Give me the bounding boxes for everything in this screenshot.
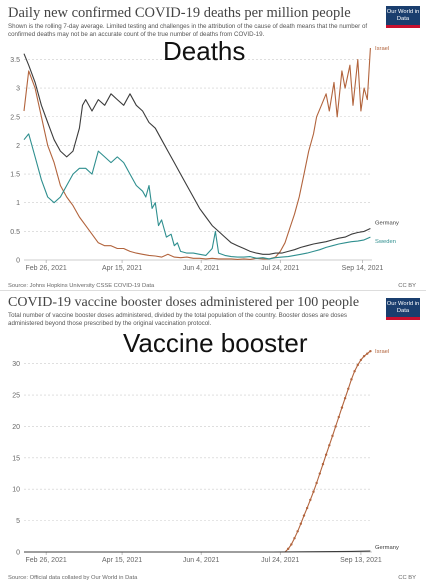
data-point[interactable] bbox=[296, 530, 299, 533]
x-tick-label: Apr 15, 2021 bbox=[102, 265, 142, 272]
owid-logo[interactable]: Our World in Data bbox=[386, 6, 420, 28]
series-label-germany[interactable]: Germany bbox=[375, 220, 399, 226]
series-label-israel[interactable]: Israel bbox=[375, 349, 389, 355]
series-label-germany[interactable]: Germany bbox=[375, 545, 399, 551]
y-tick-label: 30 bbox=[12, 361, 20, 368]
data-point[interactable] bbox=[343, 397, 347, 400]
series-line-germany[interactable] bbox=[24, 550, 371, 553]
data-point[interactable] bbox=[290, 543, 293, 546]
series-line-sweden[interactable] bbox=[23, 133, 371, 260]
chart-title: Daily new confirmed COVID-19 deaths per … bbox=[8, 5, 351, 21]
booster-chart: 0 5 10 15 20 25 30 Feb 26, 2021 Apr 15, 2021 Jun … bbox=[12, 349, 399, 564]
data-point[interactable] bbox=[337, 415, 340, 419]
y-tick-label: 20 bbox=[12, 424, 20, 431]
data-point[interactable] bbox=[331, 434, 334, 438]
data-point[interactable] bbox=[369, 349, 372, 353]
series-label-sweden[interactable]: Sweden bbox=[375, 239, 396, 245]
x-tick-label: Jun 4, 2021 bbox=[183, 265, 220, 272]
data-point[interactable] bbox=[340, 406, 344, 409]
y-tick-label: 1.5 bbox=[10, 172, 20, 179]
data-point[interactable] bbox=[286, 547, 290, 551]
data-point[interactable] bbox=[302, 514, 306, 517]
y-tick-label: 25 bbox=[12, 393, 20, 400]
data-point[interactable] bbox=[299, 522, 303, 525]
x-tick-label: Jun 4, 2021 bbox=[183, 557, 220, 564]
license-link[interactable]: CC BY bbox=[398, 575, 416, 581]
panel-divider bbox=[0, 290, 426, 291]
x-tick-label: Sep 13, 2021 bbox=[340, 557, 382, 564]
data-point[interactable] bbox=[324, 453, 328, 456]
chart-subtitle: Shown is the rolling 7-day average. Limi… bbox=[8, 23, 368, 38]
chart-title: COVID-19 vaccine booster doses administe… bbox=[8, 295, 360, 310]
series-line-israel[interactable] bbox=[24, 350, 371, 553]
y-tick-label: 3.5 bbox=[10, 57, 20, 64]
y-tick-label: 3 bbox=[16, 86, 20, 93]
x-tick-label: Jul 24, 2021 bbox=[261, 557, 299, 564]
data-point[interactable] bbox=[350, 378, 353, 381]
data-point[interactable] bbox=[312, 490, 315, 493]
x-tick-label: Apr 15, 2021 bbox=[102, 557, 142, 564]
x-tick-label: Feb 26, 2021 bbox=[26, 265, 67, 272]
data-point[interactable] bbox=[362, 354, 366, 358]
chart-subtitle: Total number of vaccine booster doses ad… bbox=[8, 312, 348, 327]
chart-source[interactable]: Source: Johns Hopkins University CSSE CO… bbox=[8, 283, 155, 289]
booster-panel: COVID-19 vaccine booster doses administe… bbox=[0, 292, 426, 581]
data-point[interactable] bbox=[318, 472, 321, 475]
series-label-israel[interactable]: Israel bbox=[375, 46, 389, 52]
deaths-panel: Daily new confirmed COVID-19 deaths per … bbox=[0, 0, 426, 290]
deaths-overlay-label: Deaths bbox=[163, 36, 246, 66]
y-tick-label: 0 bbox=[16, 258, 20, 265]
data-point[interactable] bbox=[328, 444, 331, 447]
data-point[interactable] bbox=[293, 536, 296, 540]
y-tick-label: 5 bbox=[16, 518, 20, 525]
license-link[interactable]: CC BY bbox=[398, 283, 416, 289]
owid-logo[interactable]: Our World in Data bbox=[386, 298, 420, 320]
deaths-chart: 0 0.5 1 1.5 2 2.5 3 3.5 Feb 26, 2021 Apr 15, 2021… bbox=[10, 46, 399, 272]
y-tick-label: 1 bbox=[16, 200, 20, 207]
y-tick-label: 10 bbox=[12, 487, 20, 494]
series-line-israel[interactable] bbox=[23, 47, 371, 260]
y-tick-label: 15 bbox=[12, 455, 20, 462]
y-tick-label: 2 bbox=[16, 143, 20, 150]
data-point[interactable] bbox=[359, 358, 363, 362]
data-point[interactable] bbox=[321, 462, 325, 466]
y-tick-label: 0.5 bbox=[10, 229, 20, 236]
data-point[interactable] bbox=[356, 363, 359, 367]
data-point[interactable] bbox=[305, 506, 309, 510]
data-point[interactable] bbox=[347, 387, 350, 390]
data-point[interactable] bbox=[315, 481, 318, 485]
x-tick-label: Feb 26, 2021 bbox=[26, 557, 67, 564]
series-line-germany[interactable] bbox=[23, 53, 371, 255]
chart-source[interactable]: Source: Official data collated by Our Wo… bbox=[8, 575, 138, 581]
data-point[interactable] bbox=[334, 425, 337, 428]
data-point[interactable] bbox=[309, 498, 312, 502]
booster-overlay-label: Vaccine booster bbox=[123, 328, 308, 358]
x-tick-label: Jul 24, 2021 bbox=[261, 265, 299, 272]
y-tick-label: 2.5 bbox=[10, 114, 20, 121]
x-tick-label: Sep 14, 2021 bbox=[342, 265, 384, 272]
data-point[interactable] bbox=[366, 352, 369, 355]
data-point[interactable] bbox=[353, 370, 356, 373]
y-tick-label: 0 bbox=[16, 550, 20, 557]
